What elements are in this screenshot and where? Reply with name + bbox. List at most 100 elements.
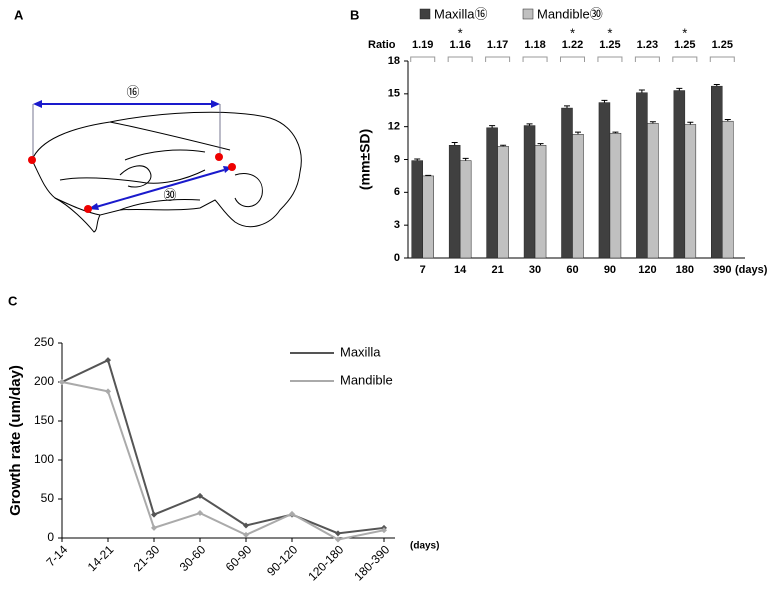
x-tick-label: 390 xyxy=(713,264,731,276)
ratio-value: 1.25 xyxy=(599,39,620,51)
diagram-label: ㉚ xyxy=(163,187,176,202)
error-bar xyxy=(564,105,570,109)
line xyxy=(61,358,385,535)
legend-swatch xyxy=(522,8,534,20)
x-tick-label: 14-21 xyxy=(85,542,117,574)
ratio-value: 1.23 xyxy=(637,39,658,51)
significance-mark: * xyxy=(458,25,463,40)
panel-label: A xyxy=(14,7,24,22)
point xyxy=(59,379,65,385)
y-tick-label: 0 xyxy=(394,252,400,264)
x-tick-label: 60 xyxy=(566,264,578,276)
error-bar xyxy=(713,84,720,87)
bar xyxy=(598,102,611,259)
point xyxy=(151,524,157,531)
point xyxy=(335,536,341,543)
error-bar xyxy=(601,99,608,103)
error-bar xyxy=(414,158,421,161)
bar xyxy=(497,146,509,259)
error-bar xyxy=(537,143,544,146)
ratio-bracket xyxy=(447,56,473,62)
error-bar xyxy=(462,157,469,161)
x-tick-label: 120 xyxy=(638,264,656,276)
y-tick-label: 18 xyxy=(388,55,400,67)
legend-label: Mandible xyxy=(340,372,393,387)
error-bar xyxy=(425,174,432,176)
point xyxy=(151,511,157,518)
bar xyxy=(684,124,697,259)
legend-label: Maxilla xyxy=(340,344,381,359)
y-tick-label: 100 xyxy=(34,452,54,466)
x-tick-label: 90 xyxy=(604,264,616,276)
y-tick-label: 6 xyxy=(394,186,400,198)
bar xyxy=(711,85,723,259)
y-axis-label: (mm±SD) xyxy=(357,129,373,190)
ratio-value: 1.19 xyxy=(412,39,433,51)
x-tick-label: 7-14 xyxy=(43,542,70,569)
significance-mark: * xyxy=(607,25,612,40)
ratio-bracket xyxy=(410,56,436,62)
legend-label: Maxilla⑯ xyxy=(434,6,487,21)
y-tick-label: 200 xyxy=(34,374,54,388)
x-tick-label: 30 xyxy=(529,264,541,276)
error-bar xyxy=(489,125,496,128)
x-tick-label: 180-390 xyxy=(351,542,392,583)
ratio-value: 1.25 xyxy=(674,39,695,51)
legend-label: Mandible㉚ xyxy=(537,6,603,21)
ratio-bracket xyxy=(634,56,660,62)
error-bar xyxy=(451,142,458,146)
ratio-value: 1.22 xyxy=(562,39,583,51)
x-tick-label: 180 xyxy=(676,264,694,276)
point xyxy=(197,492,203,499)
x-tick-label: 60-90 xyxy=(223,542,255,574)
line xyxy=(61,381,385,541)
bar xyxy=(722,120,734,259)
x-tick-label: 30-60 xyxy=(177,542,209,574)
point xyxy=(381,527,387,534)
y-tick-label: 0 xyxy=(47,530,54,544)
x-unit-label: (days) xyxy=(735,264,768,276)
bar xyxy=(647,123,659,259)
x-tick-label: 120-180 xyxy=(305,542,346,583)
ratio-bracket xyxy=(597,56,623,62)
measure-lines xyxy=(28,100,236,213)
x-tick-label: 90-120 xyxy=(264,542,301,579)
point xyxy=(243,522,249,529)
error-bar xyxy=(687,121,694,125)
ratio-bracket xyxy=(709,56,735,62)
bar xyxy=(486,127,498,259)
point xyxy=(335,530,341,537)
bar xyxy=(411,160,423,259)
ratio-bracket xyxy=(560,56,585,62)
y-tick-label: 12 xyxy=(388,121,400,133)
point xyxy=(105,357,111,364)
error-bar xyxy=(676,87,683,91)
y-tick-label: 250 xyxy=(34,335,54,349)
ratio-bracket xyxy=(485,56,511,62)
x-tick-label: 21 xyxy=(491,264,503,276)
y-axis-label: Growth rate (um/day) xyxy=(7,365,24,516)
bar xyxy=(609,132,622,259)
ratio-value: 1.18 xyxy=(524,39,545,51)
point xyxy=(105,388,111,395)
point xyxy=(197,510,203,517)
error-bar xyxy=(500,144,507,147)
bar xyxy=(561,107,573,259)
error-bar xyxy=(526,123,533,126)
bar xyxy=(523,125,536,259)
error-bar xyxy=(575,131,581,135)
y-tick-label: 50 xyxy=(41,491,55,505)
bar xyxy=(572,134,584,259)
y-tick-label: 9 xyxy=(394,153,400,165)
panel-label: B xyxy=(350,7,359,22)
significance-mark: * xyxy=(682,25,687,40)
panel-label: C xyxy=(8,293,18,308)
error-bar xyxy=(724,119,731,122)
bar xyxy=(673,90,686,259)
x-tick-label: 21-30 xyxy=(131,542,163,574)
ratio-bracket xyxy=(672,56,698,62)
point xyxy=(289,510,295,517)
bar xyxy=(636,92,648,259)
ratio-label: Ratio xyxy=(368,39,396,51)
